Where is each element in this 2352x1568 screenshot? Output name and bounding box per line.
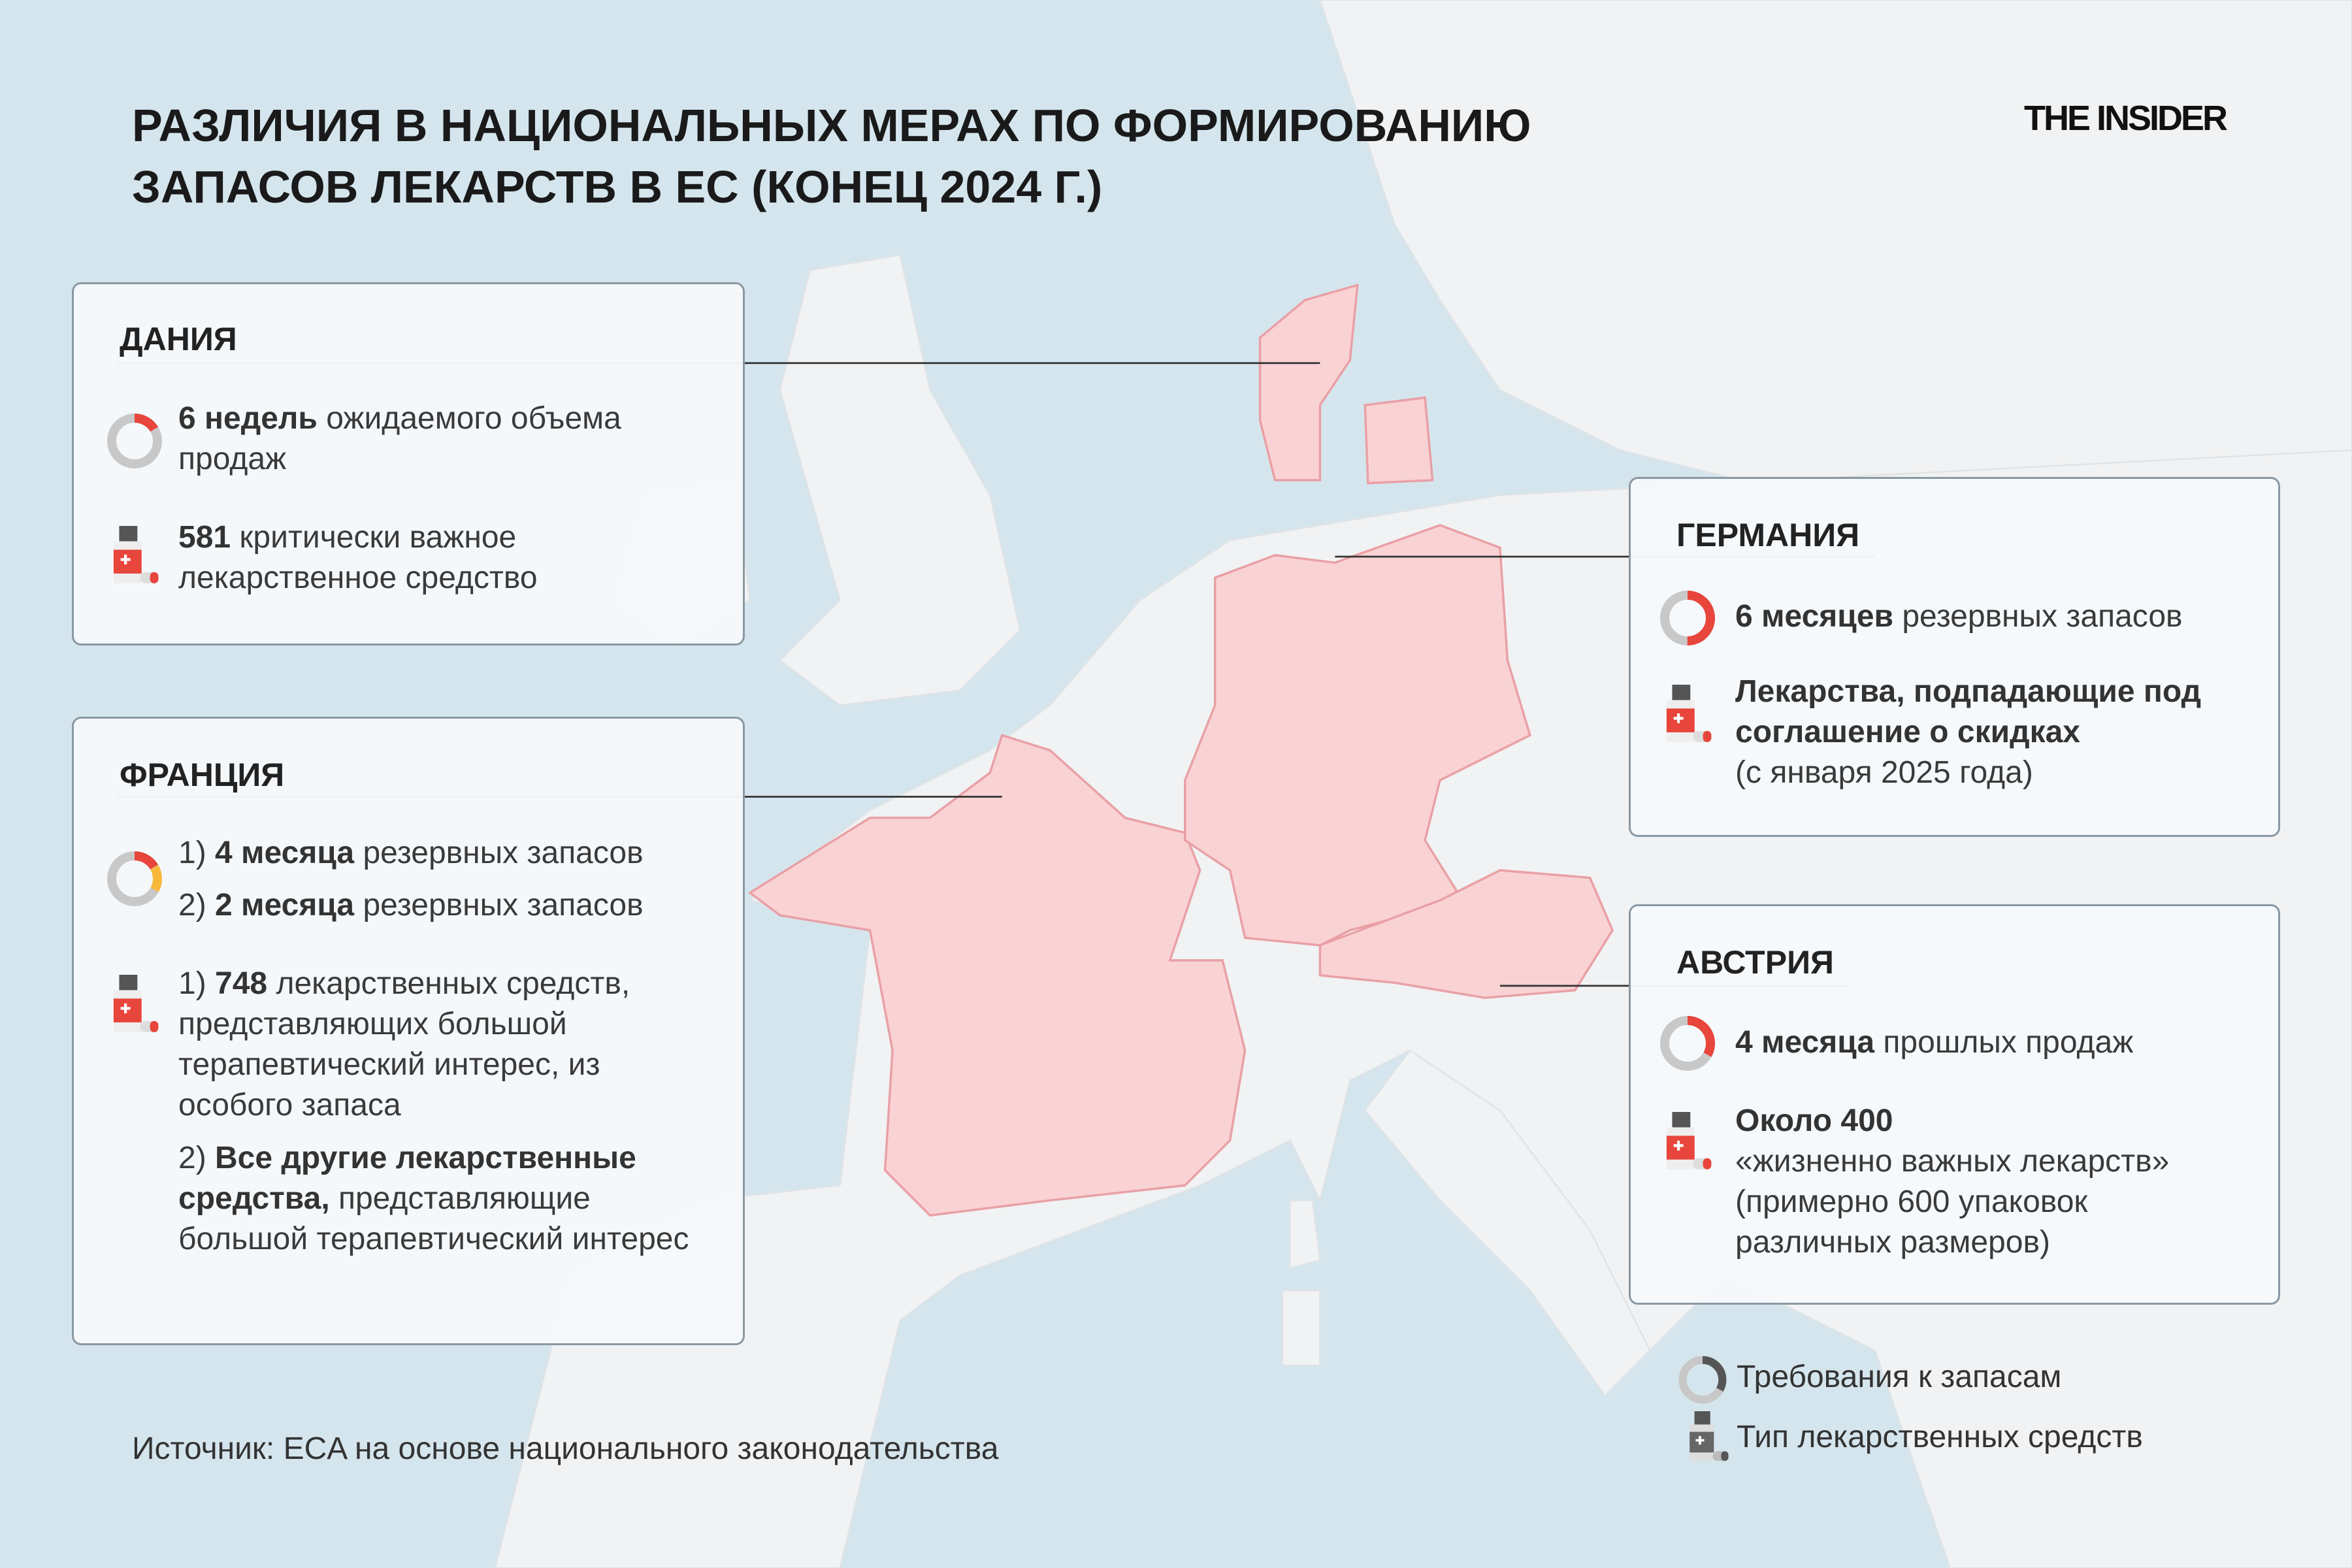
stock-ring-icon bbox=[107, 414, 162, 468]
stock-requirement-1: 1) 4 месяца резервных запасов bbox=[178, 836, 644, 870]
card-austria: АВСТРИЯ 4 месяца прошлых продаж Около 40… bbox=[1629, 904, 2280, 1305]
country-denmark bbox=[1258, 284, 1359, 482]
land-corsica bbox=[1289, 1200, 1321, 1269]
medicine-type-2: 2) Все другие лекарственные средства, пр… bbox=[178, 1141, 689, 1256]
card-heading: АВСТРИЯ bbox=[1676, 944, 1834, 981]
medicine-bottle-icon bbox=[1666, 1112, 1712, 1169]
stock-ring-icon bbox=[1660, 1016, 1715, 1071]
land-sardinia bbox=[1281, 1289, 1321, 1367]
page-title: РАЗЛИЧИЯ В НАЦИОНАЛЬНЫХ МЕРАХ ПО ФОРМИРО… bbox=[132, 100, 1531, 212]
medicine-bottle-icon bbox=[113, 526, 159, 583]
card-germany: ГЕРМАНИЯ 6 месяцев резервных запасов Лек… bbox=[1629, 477, 2280, 837]
card-heading: ДАНИЯ bbox=[120, 321, 237, 357]
legend-stock-ring-icon bbox=[1678, 1356, 1727, 1404]
card-heading: ГЕРМАНИЯ bbox=[1676, 517, 1860, 553]
stock-requirement: 4 месяца прошлых продаж bbox=[1735, 1025, 2134, 1060]
medicine-type: Около 400 «жизненно важных лекарств» (при… bbox=[1735, 1103, 2170, 1260]
medicine-type: 581 критически важное лекарственное сред… bbox=[178, 520, 538, 595]
stock-requirement: 6 недель ожидаемого объема продаж bbox=[178, 401, 621, 476]
stock-requirement: 6 месяцев резервных запасов bbox=[1735, 599, 2183, 634]
legend-medicine-bottle-icon bbox=[1690, 1411, 1729, 1462]
medicine-type-1: 1) 748 лекарственных средств, представля… bbox=[178, 966, 630, 1122]
land-uk bbox=[779, 254, 1021, 706]
stock-requirement-2: 2) 2 месяца резервных запасов bbox=[178, 888, 644, 923]
legend-stock-label: Требования к запасам bbox=[1737, 1360, 2062, 1394]
card-france: ФРАНЦИЯ 1) 4 месяца резервных запасов 2)… bbox=[72, 717, 745, 1345]
legend-medicine-label: Тип лекарственных средств bbox=[1737, 1420, 2143, 1454]
card-denmark: ДАНИЯ 6 недель ожидаемого объема продаж … bbox=[72, 282, 745, 645]
medicine-type: Лекарства, подпадающие под соглашение о … bbox=[1735, 674, 2202, 790]
stock-ring-icon bbox=[107, 851, 162, 906]
medicine-bottle-icon bbox=[1666, 685, 1712, 742]
land-italy bbox=[1364, 1049, 1651, 1397]
country-france bbox=[747, 734, 1247, 1217]
country-austria bbox=[1318, 869, 1614, 1000]
source-note: Источник: ECA на основе национального за… bbox=[132, 1431, 999, 1466]
logo: THE INSIDER bbox=[2024, 99, 2228, 138]
country-denmark-islands bbox=[1364, 396, 1434, 485]
medicine-bottle-icon bbox=[113, 975, 159, 1032]
stock-ring-icon bbox=[1660, 591, 1715, 645]
land-scandinavia bbox=[1319, 0, 2352, 497]
card-heading: ФРАНЦИЯ bbox=[120, 757, 285, 793]
